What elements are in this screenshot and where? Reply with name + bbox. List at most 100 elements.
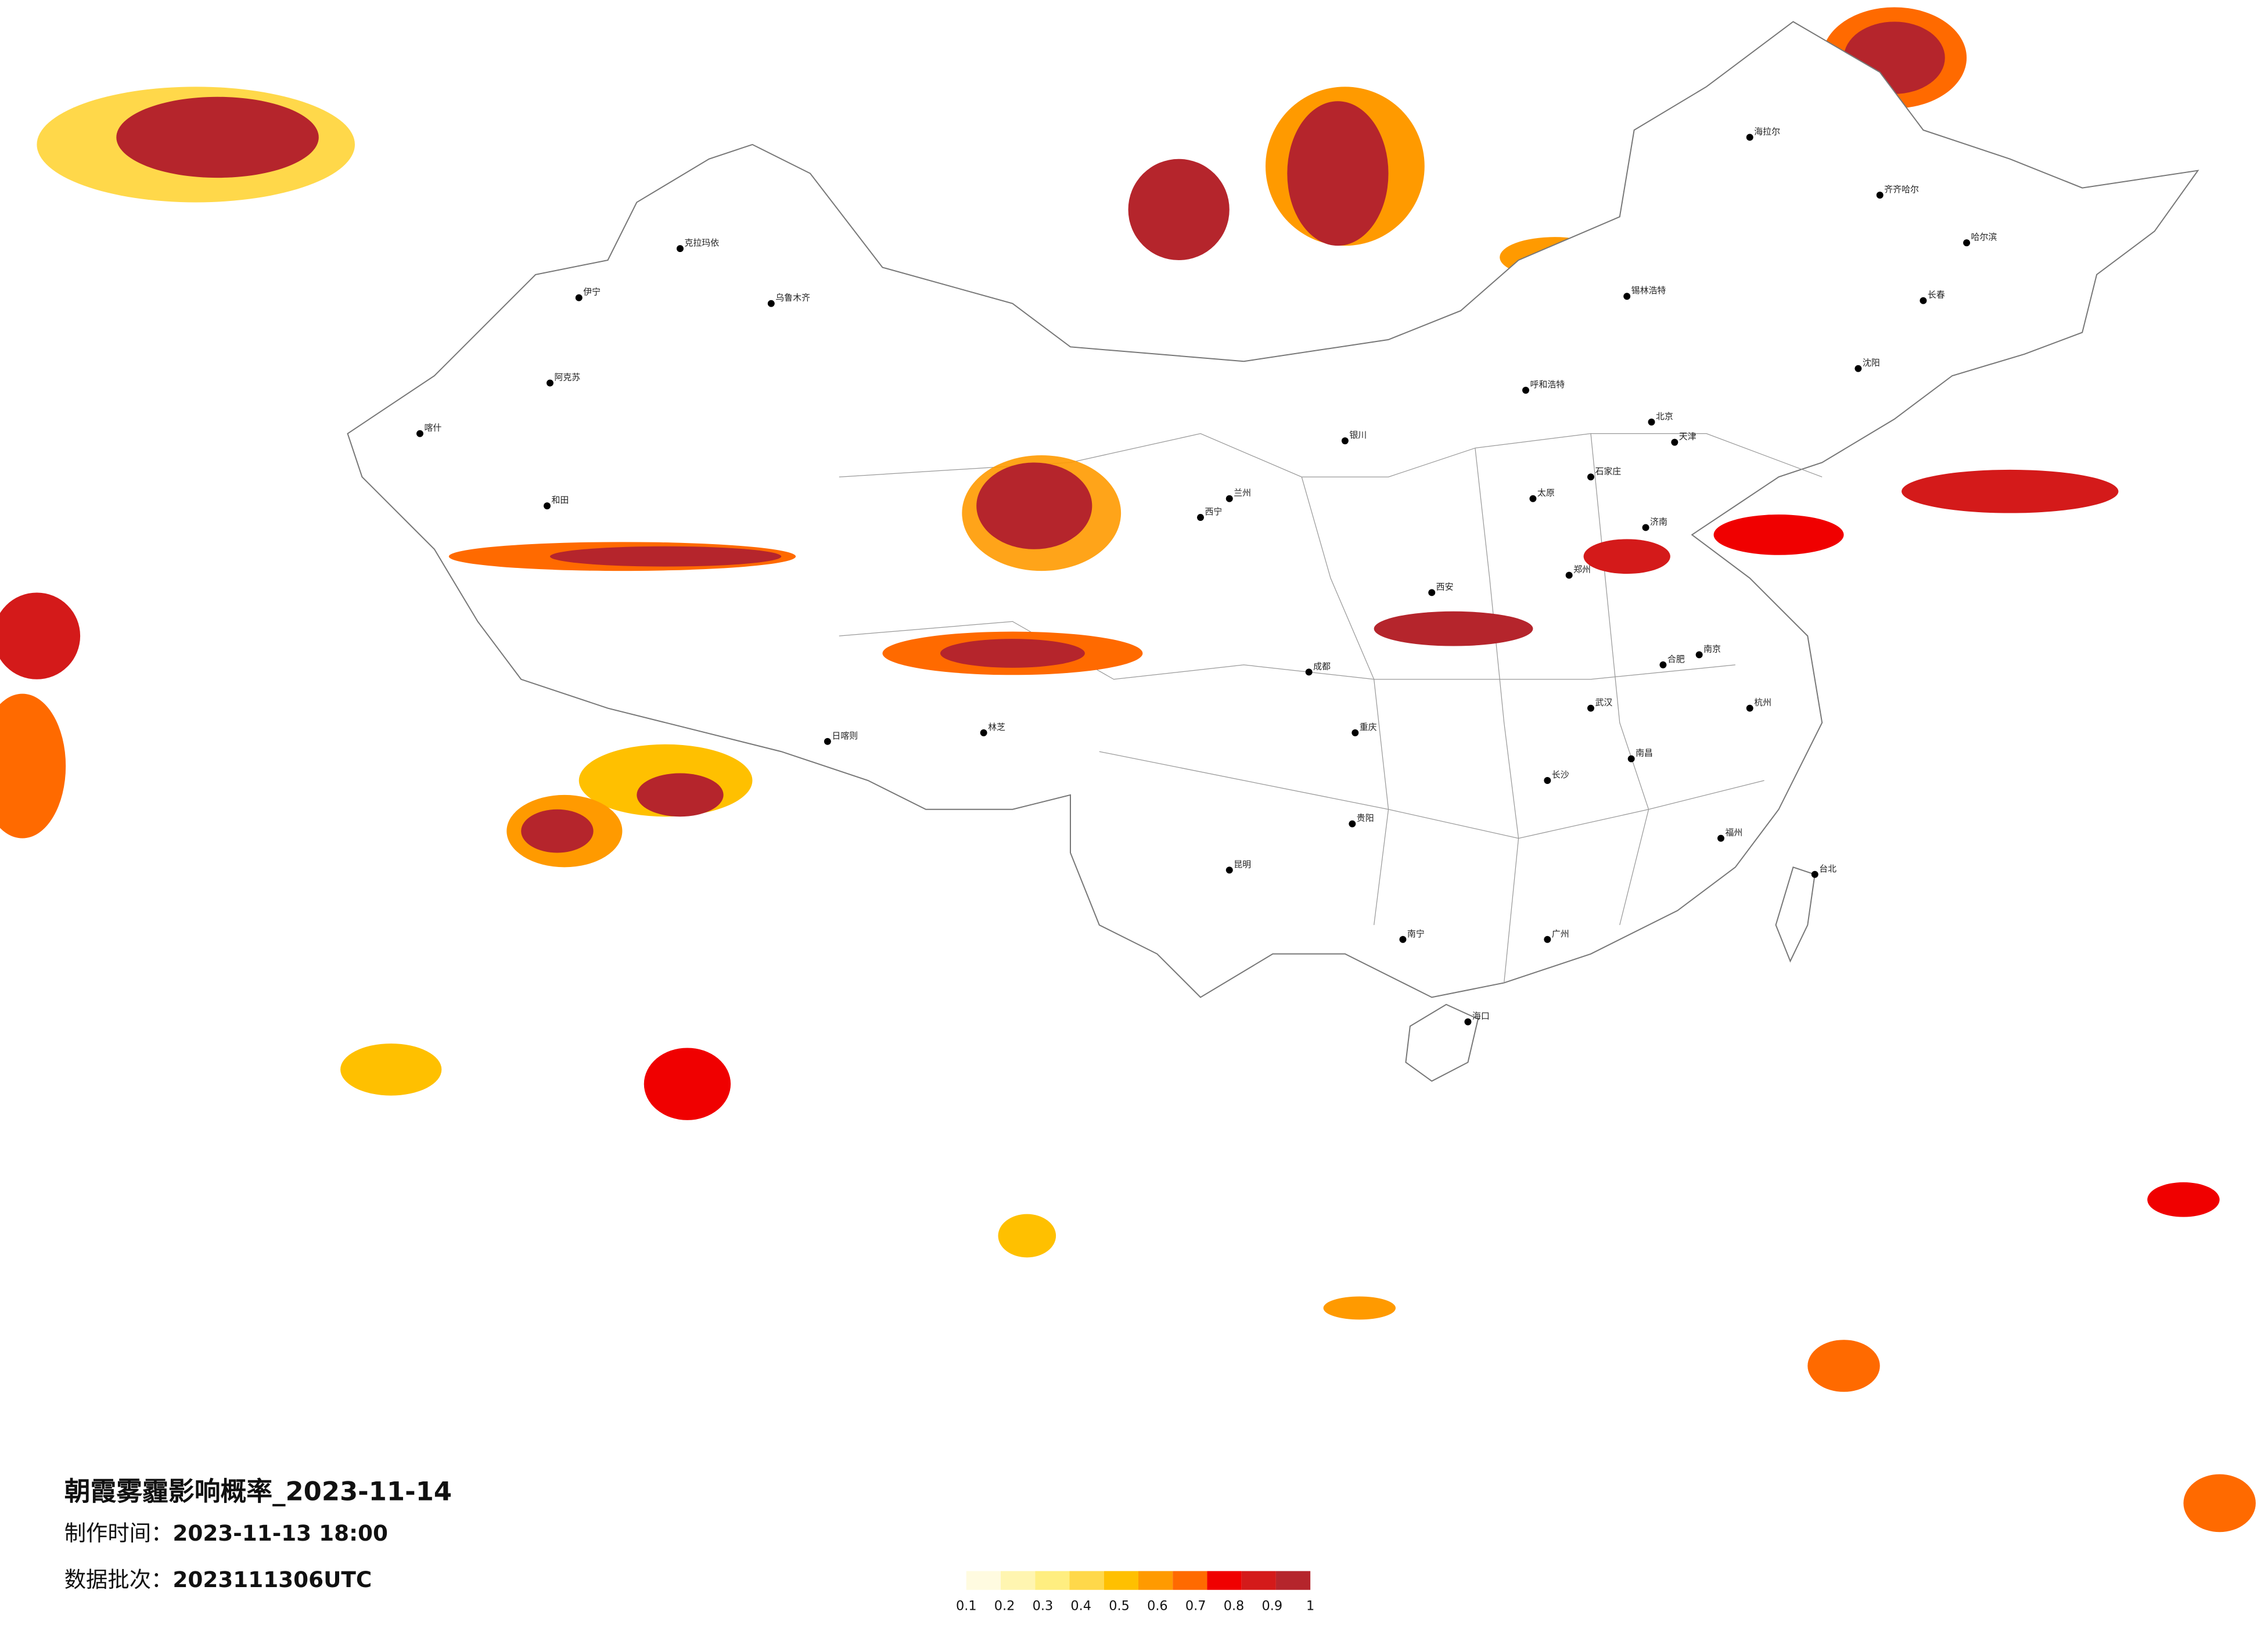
city-label: 西安 [1436, 581, 1454, 592]
city-dot [980, 729, 987, 736]
city-label: 呼和浩特 [1530, 379, 1565, 390]
city-label: 台北 [1819, 864, 1836, 874]
legend-swatch [1138, 1571, 1173, 1590]
city-label: 昆明 [1234, 859, 1251, 869]
legend-label: 0.8 [1224, 1599, 1245, 1614]
city-dot [1349, 820, 1356, 828]
legend-label: 0.6 [1147, 1599, 1168, 1614]
city-label: 重庆 [1360, 722, 1377, 732]
legend-swatch [1001, 1571, 1036, 1590]
haze [1374, 611, 1533, 646]
city-dot [1197, 514, 1204, 521]
city-dot [1225, 866, 1233, 874]
city-dot [575, 294, 583, 301]
city-label: 贵阳 [1357, 813, 1374, 823]
city-label: 武汉 [1595, 697, 1612, 708]
city-dot [416, 430, 423, 437]
city-dot [1920, 297, 1927, 304]
city-dot [1565, 571, 1573, 579]
legend-label: 0.7 [1185, 1599, 1206, 1614]
taiwan [1775, 866, 1816, 963]
city-label: 石家庄 [1595, 466, 1621, 476]
city-dot [1695, 651, 1703, 659]
legend-label: 0.4 [1070, 1599, 1091, 1614]
city-dot [1659, 661, 1667, 668]
legend-label: 1 [1306, 1599, 1314, 1614]
province-line [1475, 448, 1519, 983]
province-line [1099, 751, 1764, 839]
made-label: 制作时间： [64, 1520, 173, 1546]
city-label: 南京 [1703, 643, 1721, 654]
city-dot [1746, 704, 1753, 712]
city-label: 成都 [1313, 661, 1331, 671]
city-dot [1225, 495, 1233, 502]
city-label: 福州 [1725, 828, 1742, 838]
city-dot [1544, 777, 1551, 784]
legend-swatch [1275, 1571, 1311, 1590]
haze [644, 1048, 731, 1120]
legend-label: 0.3 [1033, 1599, 1054, 1614]
city-dot [677, 245, 684, 253]
batch-value: 2023111306UTC [172, 1567, 372, 1592]
city-dot [1811, 870, 1818, 878]
haze [2147, 1182, 2220, 1217]
legend-swatch [1104, 1571, 1138, 1590]
legend-swatch [966, 1571, 1001, 1590]
batch: 数据批次：2023111306UTC [64, 1567, 372, 1592]
city-dot [1352, 729, 1359, 736]
legend-swatch [1069, 1571, 1104, 1590]
city-label: 北京 [1656, 411, 1673, 422]
city-label: 哈尔滨 [1971, 232, 1997, 242]
province-line [839, 433, 1823, 477]
city-label: 银川 [1349, 430, 1367, 440]
made-time: 制作时间：2023-11-13 18:00 [64, 1520, 388, 1546]
city-dot [1623, 293, 1631, 300]
city-dot [1399, 936, 1407, 943]
legend-label: 0.1 [956, 1599, 977, 1614]
city-dot [544, 502, 551, 510]
city-dot [824, 738, 831, 745]
legend-swatch [1241, 1571, 1276, 1590]
haze [976, 462, 1092, 549]
legend-label: 0.5 [1109, 1599, 1130, 1614]
city-label: 长沙 [1552, 769, 1569, 780]
city-label: 齐齐哈尔 [1884, 184, 1919, 195]
city-dot [1522, 387, 1529, 394]
legend-swatch [1035, 1571, 1070, 1590]
city-dot [1305, 668, 1313, 676]
city-dot [1587, 704, 1594, 712]
title: 朝霞雾霾影响概率_2023-11-14 [64, 1476, 452, 1506]
city-dot [1341, 437, 1349, 445]
city-dot [1746, 134, 1753, 141]
city-label: 喀什 [424, 423, 441, 433]
city-dot [1428, 589, 1436, 596]
legend-label: 0.2 [994, 1599, 1015, 1614]
city-label: 长春 [1928, 290, 1945, 300]
city-dot [1642, 524, 1649, 531]
legend-swatch [1173, 1571, 1207, 1590]
city-label: 广州 [1552, 929, 1569, 939]
china-border [347, 21, 2199, 998]
haze [998, 1214, 1056, 1258]
city-label: 南昌 [1636, 748, 1653, 758]
haze [1128, 159, 1230, 260]
province-line [1301, 477, 1389, 925]
city-label: 济南 [1650, 516, 1667, 527]
haze [1287, 101, 1389, 246]
city-label: 和田 [551, 495, 569, 505]
city-dot [1587, 473, 1594, 481]
city-dot [1671, 438, 1678, 446]
made-value: 2023-11-13 18:00 [172, 1520, 388, 1546]
city-label: 阿克苏 [554, 372, 580, 383]
city-label: 南宁 [1407, 929, 1425, 939]
city-dot [1876, 192, 1884, 199]
legend-swatch [1207, 1571, 1242, 1590]
haze [549, 546, 782, 567]
city-dot [1544, 936, 1551, 943]
city-dot [547, 379, 553, 387]
city-dot [767, 300, 775, 307]
city-dot [1529, 495, 1537, 502]
